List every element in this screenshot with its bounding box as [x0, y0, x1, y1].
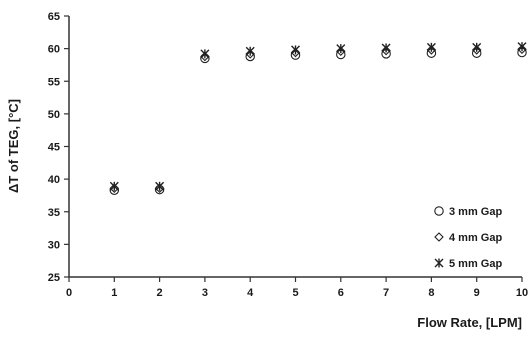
- data-point: [109, 183, 120, 194]
- series-3: [109, 42, 527, 191]
- data-point: [290, 47, 301, 58]
- y-tick-label: 55: [48, 76, 60, 88]
- data-point: [426, 45, 437, 55]
- x-tick-label: 6: [338, 287, 344, 299]
- data-point: [245, 49, 255, 59]
- series-2: [109, 44, 527, 194]
- x-tick-label: 3: [202, 287, 208, 299]
- legend-marker: [434, 206, 444, 216]
- y-tick-label: 60: [48, 44, 60, 56]
- data-point: [109, 181, 119, 191]
- x-tick-label: 9: [474, 287, 480, 299]
- data-point: [471, 45, 482, 55]
- x-axis-title: Flow Rate, [LPM]: [417, 315, 522, 330]
- legend-marker: [434, 232, 444, 242]
- data-points: [109, 42, 527, 195]
- data-point: [291, 45, 300, 55]
- data-point: [517, 42, 527, 52]
- series-1: [109, 47, 527, 195]
- legend: 3 mm Gap 4 mm Gap 5 mm Gap: [434, 206, 502, 270]
- y-tick-label: 40: [48, 174, 60, 186]
- data-point: [426, 42, 436, 52]
- y-tick-label: 35: [48, 207, 60, 219]
- x-tick-label: 4: [247, 287, 254, 299]
- legend-label: 3 mm Gap: [449, 206, 502, 218]
- data-point: [381, 43, 391, 53]
- data-point: [245, 46, 255, 56]
- data-point: [517, 44, 527, 55]
- x-tick-label: 1: [111, 287, 117, 299]
- legend-marker: [434, 258, 444, 268]
- x-tick-label: 0: [66, 287, 72, 299]
- data-point: [200, 51, 210, 62]
- x-tick-label: 10: [516, 287, 528, 299]
- x-tick-label: 8: [428, 287, 434, 299]
- y-tick-label: 25: [48, 272, 60, 284]
- y-tick-label: 65: [48, 11, 60, 23]
- legend-label: 5 mm Gap: [449, 258, 502, 270]
- x-tick-label: 7: [383, 287, 389, 299]
- x-tick-label: 2: [157, 287, 163, 299]
- data-point: [336, 44, 346, 54]
- data-point: [336, 46, 346, 57]
- y-tick-label: 45: [48, 142, 60, 154]
- data-point: [155, 181, 165, 191]
- y-axis-title: ΔT of TEG, [°C]: [6, 99, 21, 193]
- data-point: [472, 42, 482, 52]
- data-point: [154, 183, 165, 194]
- data-point: [200, 49, 210, 59]
- y-tick-label: 30: [48, 239, 60, 251]
- y-tick-label: 50: [48, 109, 60, 121]
- legend-label: 4 mm Gap: [449, 232, 502, 244]
- data-point: [381, 45, 391, 56]
- x-tick-label: 5: [292, 287, 298, 299]
- axes: [64, 15, 523, 282]
